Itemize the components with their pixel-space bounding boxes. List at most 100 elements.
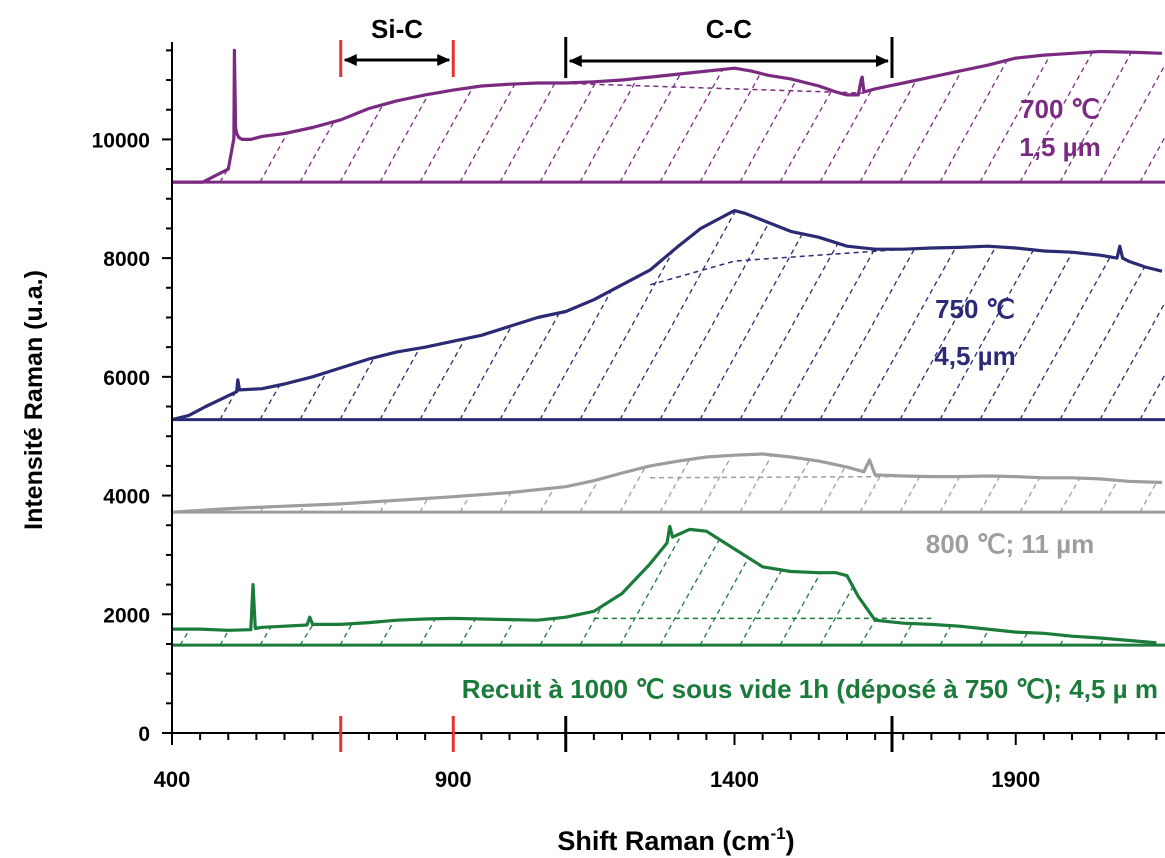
hatch-line [979, 54, 1051, 183]
hatch-line [659, 69, 724, 183]
hatch-line [619, 210, 737, 420]
hatch-line [1059, 477, 1081, 513]
hatch-line [859, 79, 917, 183]
hatch-line [419, 498, 429, 513]
hatch-line [859, 247, 957, 420]
hatch-line [739, 569, 783, 646]
hatch-line [819, 89, 873, 183]
hatch-line [1019, 51, 1094, 183]
series-label-s1000: Recuit à 1000 ℃ sous vide 1h (déposé à 7… [462, 674, 1158, 704]
hatch-line [819, 248, 916, 420]
hatch-line [899, 623, 913, 646]
hatch-line [779, 248, 876, 420]
hatch-line [459, 83, 516, 183]
peak-baseline [650, 475, 904, 479]
hatch-line [619, 73, 682, 183]
y-tick-label: 10000 [92, 129, 150, 152]
x-axis-label: Shift Raman (cm-1) [557, 824, 794, 856]
hatch-line [339, 357, 375, 420]
x-tick-label: 1400 [710, 767, 759, 792]
hatch-line [819, 466, 846, 513]
hatch-line [379, 94, 429, 183]
hatch-line [939, 59, 1008, 183]
hatch-line [539, 618, 556, 646]
hatch-line [1019, 477, 1041, 513]
series-label-s700: 1,5 µm [1019, 132, 1100, 162]
hatch-line [1139, 373, 1165, 420]
hatch-line [659, 459, 691, 513]
y-tick-label: 0 [138, 723, 150, 746]
hatch-line [699, 73, 762, 183]
hatch-line [739, 79, 797, 183]
hatch-line [419, 86, 474, 183]
hatch-line [259, 132, 289, 183]
hatch-line [339, 623, 353, 646]
hatch-line [539, 81, 597, 183]
hatch-line [1019, 632, 1029, 646]
region-arrow-head-right [876, 55, 889, 67]
hatch-line [739, 243, 839, 420]
hatch-line [899, 70, 963, 183]
hatch-line [1019, 256, 1111, 420]
hatch-line [179, 628, 191, 646]
hatch-line [459, 618, 476, 646]
series-labels: 700 ℃ 1,5 µm 750 ℃ 4,5 µm 800 ℃; 11 µm Recuit… [462, 94, 1158, 704]
region-arrow-head-left [568, 55, 582, 67]
hatch-line [659, 539, 720, 646]
peak-baselines [554, 82, 932, 620]
y-tick-label: 6000 [103, 367, 150, 390]
y-tick-label: 2000 [103, 604, 150, 627]
hatch-line [419, 338, 466, 420]
hatch-line [419, 618, 436, 646]
hatch-line [939, 476, 961, 513]
hatch-line [379, 347, 421, 420]
hatch-line [939, 625, 952, 646]
hatch-line [579, 249, 675, 420]
x-axis-label-end: ) [786, 826, 795, 856]
hatch-line [659, 222, 770, 420]
hatch-line [1099, 63, 1165, 183]
axes [171, 42, 1165, 734]
hatch-line [579, 605, 603, 646]
hatch-line [1139, 481, 1158, 513]
hatch-line [219, 629, 230, 646]
hatch-line [859, 619, 876, 646]
series-line-s700 [172, 48, 1163, 184]
series-label-s750: 750 ℃ [935, 294, 1015, 324]
hatch-line [859, 474, 882, 513]
series-label-s700: 700 ℃ [1020, 94, 1100, 124]
hatch-line [579, 78, 638, 183]
hatch-line [819, 586, 854, 646]
hatch-line [259, 626, 272, 646]
hatch-line [979, 251, 1073, 420]
hatch-line [899, 246, 997, 420]
region-arrow-head-right [437, 54, 451, 66]
hatch-line [259, 384, 281, 420]
x-tick-label: 900 [435, 767, 472, 792]
hatch-line [379, 620, 395, 646]
series-label-s750: 4,5 µm [934, 341, 1015, 371]
hatch-line [979, 475, 1001, 513]
hatch-line [699, 455, 733, 513]
hatch-line [339, 104, 384, 183]
hatch-line [1059, 635, 1067, 646]
series-line-s800 [172, 452, 1163, 514]
x-axis-label-sup: -1 [770, 824, 785, 843]
region-arrow-head-left [343, 54, 357, 66]
x-tick-label: 1900 [991, 767, 1040, 792]
hatch-line [379, 500, 388, 513]
hatch-line [939, 249, 1035, 420]
hatch-line [699, 233, 803, 420]
hatch-line [739, 454, 773, 513]
y-tick-label: 8000 [103, 248, 150, 271]
y-tick-label: 4000 [103, 486, 150, 509]
x-tick-label: 400 [154, 767, 191, 792]
region-markers: Si-C C-C [339, 14, 894, 752]
hatch-line [1099, 480, 1119, 513]
hatch-line [499, 492, 512, 513]
hatch-line [299, 624, 314, 646]
series-line-s750 [172, 209, 1163, 422]
hatch-line [299, 121, 335, 183]
hatch-line [779, 459, 811, 513]
